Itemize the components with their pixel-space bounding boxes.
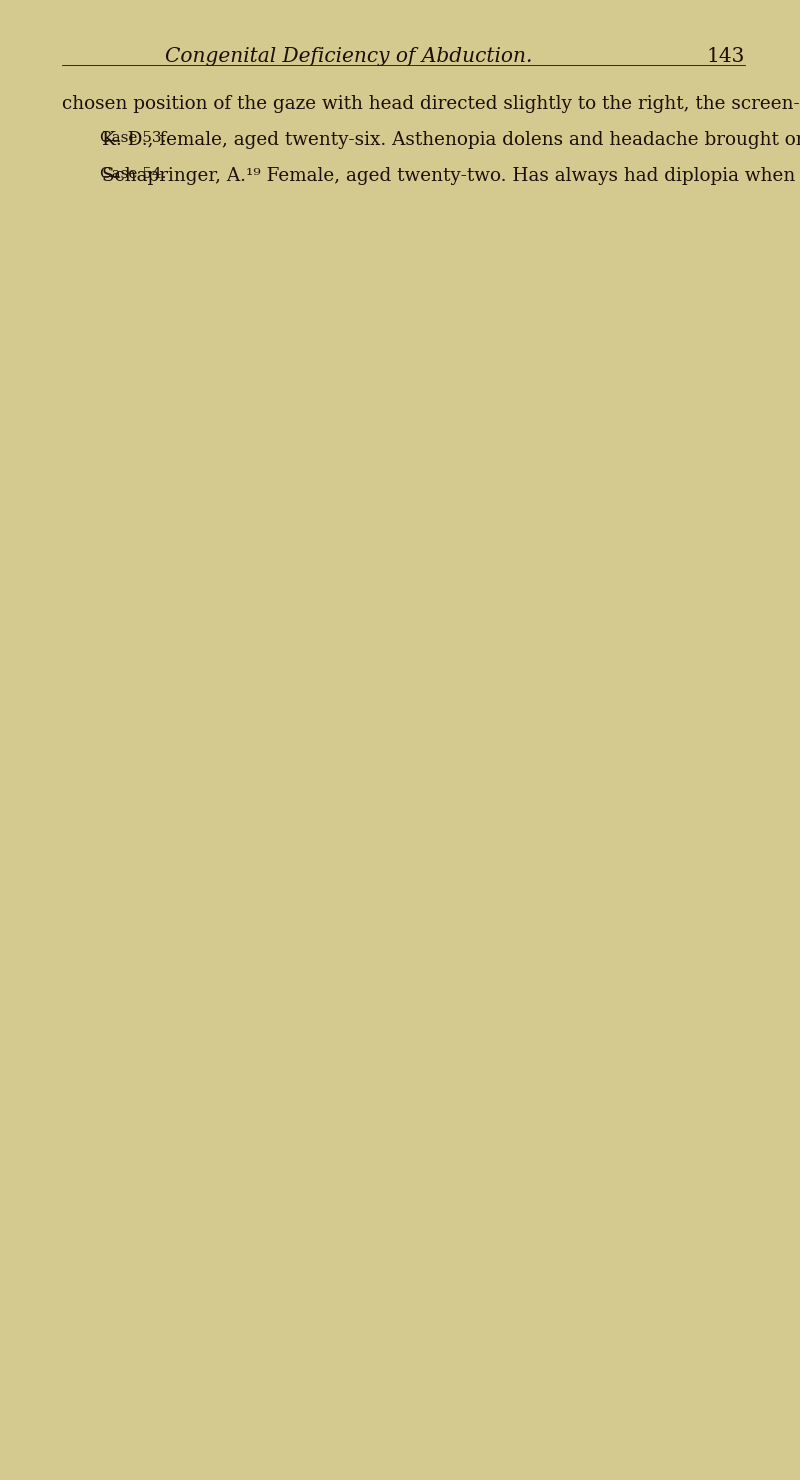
Text: Case 53.: Case 53. (100, 130, 166, 145)
Text: Congenital Deficiency of Abduction.: Congenital Deficiency of Abduction. (165, 47, 533, 67)
Text: chosen position of the gaze with head directed slightly to the right, the screen: chosen position of the gaze with head di… (62, 95, 800, 114)
Text: —: — (101, 130, 119, 149)
Text: Schapringer, A.¹⁹ Female, aged twenty-two. Has always had diplopia when she turn: Schapringer, A.¹⁹ Female, aged twenty-tw… (102, 167, 800, 185)
Text: K. D., female, aged twenty-six. Asthenopia dolens and headache brought on by wor: K. D., female, aged twenty-six. Asthenop… (102, 130, 800, 149)
Text: 143: 143 (706, 47, 745, 67)
Text: —: — (101, 167, 119, 185)
Text: Case 54.: Case 54. (100, 167, 166, 181)
